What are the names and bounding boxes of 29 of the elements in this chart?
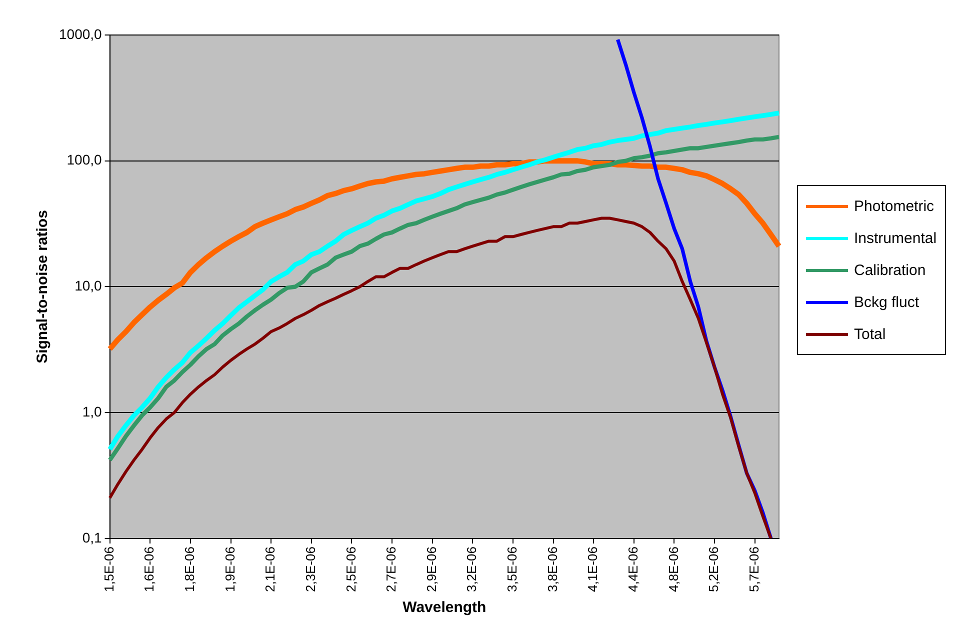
x-tick-label: 4,4E-06 xyxy=(625,546,640,592)
y-tick-label: 1000,0 xyxy=(58,26,102,42)
y-tick-label: 100,0 xyxy=(66,152,102,168)
x-tick-label: 2,1E-06 xyxy=(262,546,278,592)
x-tick-label: 2,5E-06 xyxy=(343,546,358,592)
x-tick-label: 1,8E-06 xyxy=(182,546,198,592)
legend-label: Instrumental xyxy=(854,230,937,246)
legend-label: Bckg fluct xyxy=(854,294,920,310)
x-tick-label: 2,9E-06 xyxy=(424,546,439,592)
x-tick-label: 5,7E-06 xyxy=(746,546,762,592)
legend-label: Total xyxy=(854,326,886,342)
x-tick-label: 1,6E-06 xyxy=(142,546,157,592)
x-tick-label: 5,2E-06 xyxy=(706,546,722,592)
x-tick-label: 3,2E-06 xyxy=(464,546,480,592)
x-tick-label: 3,5E-06 xyxy=(504,546,520,592)
x-tick-label: 3,8E-06 xyxy=(544,546,560,592)
x-tick-label: 2,7E-06 xyxy=(384,546,399,592)
x-tick-label: 1,9E-06 xyxy=(222,546,238,592)
legend-label: Calibration xyxy=(854,262,926,278)
y-tick-label: 1,0 xyxy=(82,403,102,420)
x-tick-label: 1,5E-06 xyxy=(101,546,116,592)
x-axis-title: Wavelength xyxy=(402,599,486,616)
x-tick-label: 4,8E-06 xyxy=(666,546,681,592)
y-axis-title: Signal-to-noise ratios xyxy=(34,210,52,364)
y-tick-label: 10,0 xyxy=(74,278,102,294)
legend-label: Photometric xyxy=(854,198,934,214)
x-tick-label: 4,1E-06 xyxy=(585,546,600,592)
x-tick-label: 2,3E-06 xyxy=(302,546,318,592)
y-tick-label: 0,1 xyxy=(82,529,102,546)
